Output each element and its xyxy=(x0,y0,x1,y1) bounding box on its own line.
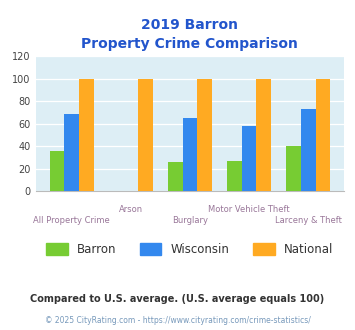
Text: Arson: Arson xyxy=(119,205,143,214)
Bar xyxy=(138,79,153,191)
Text: Burglary: Burglary xyxy=(172,216,208,225)
Text: Larceny & Theft: Larceny & Theft xyxy=(275,216,342,225)
Title: 2019 Barron
Property Crime Comparison: 2019 Barron Property Crime Comparison xyxy=(82,18,298,51)
Text: Motor Vehicle Theft: Motor Vehicle Theft xyxy=(208,205,290,214)
Bar xyxy=(168,162,182,191)
Bar xyxy=(79,79,94,191)
Legend: Barron, Wisconsin, National: Barron, Wisconsin, National xyxy=(42,238,338,260)
Bar xyxy=(256,79,271,191)
Bar xyxy=(301,109,316,191)
Bar xyxy=(50,151,64,191)
Bar xyxy=(286,146,301,191)
Bar xyxy=(316,79,330,191)
Bar xyxy=(197,79,212,191)
Text: Compared to U.S. average. (U.S. average equals 100): Compared to U.S. average. (U.S. average … xyxy=(31,294,324,304)
Bar xyxy=(227,161,242,191)
Text: © 2025 CityRating.com - https://www.cityrating.com/crime-statistics/: © 2025 CityRating.com - https://www.city… xyxy=(45,316,310,325)
Bar xyxy=(242,126,256,191)
Text: All Property Crime: All Property Crime xyxy=(33,216,110,225)
Bar xyxy=(64,114,79,191)
Bar xyxy=(182,118,197,191)
